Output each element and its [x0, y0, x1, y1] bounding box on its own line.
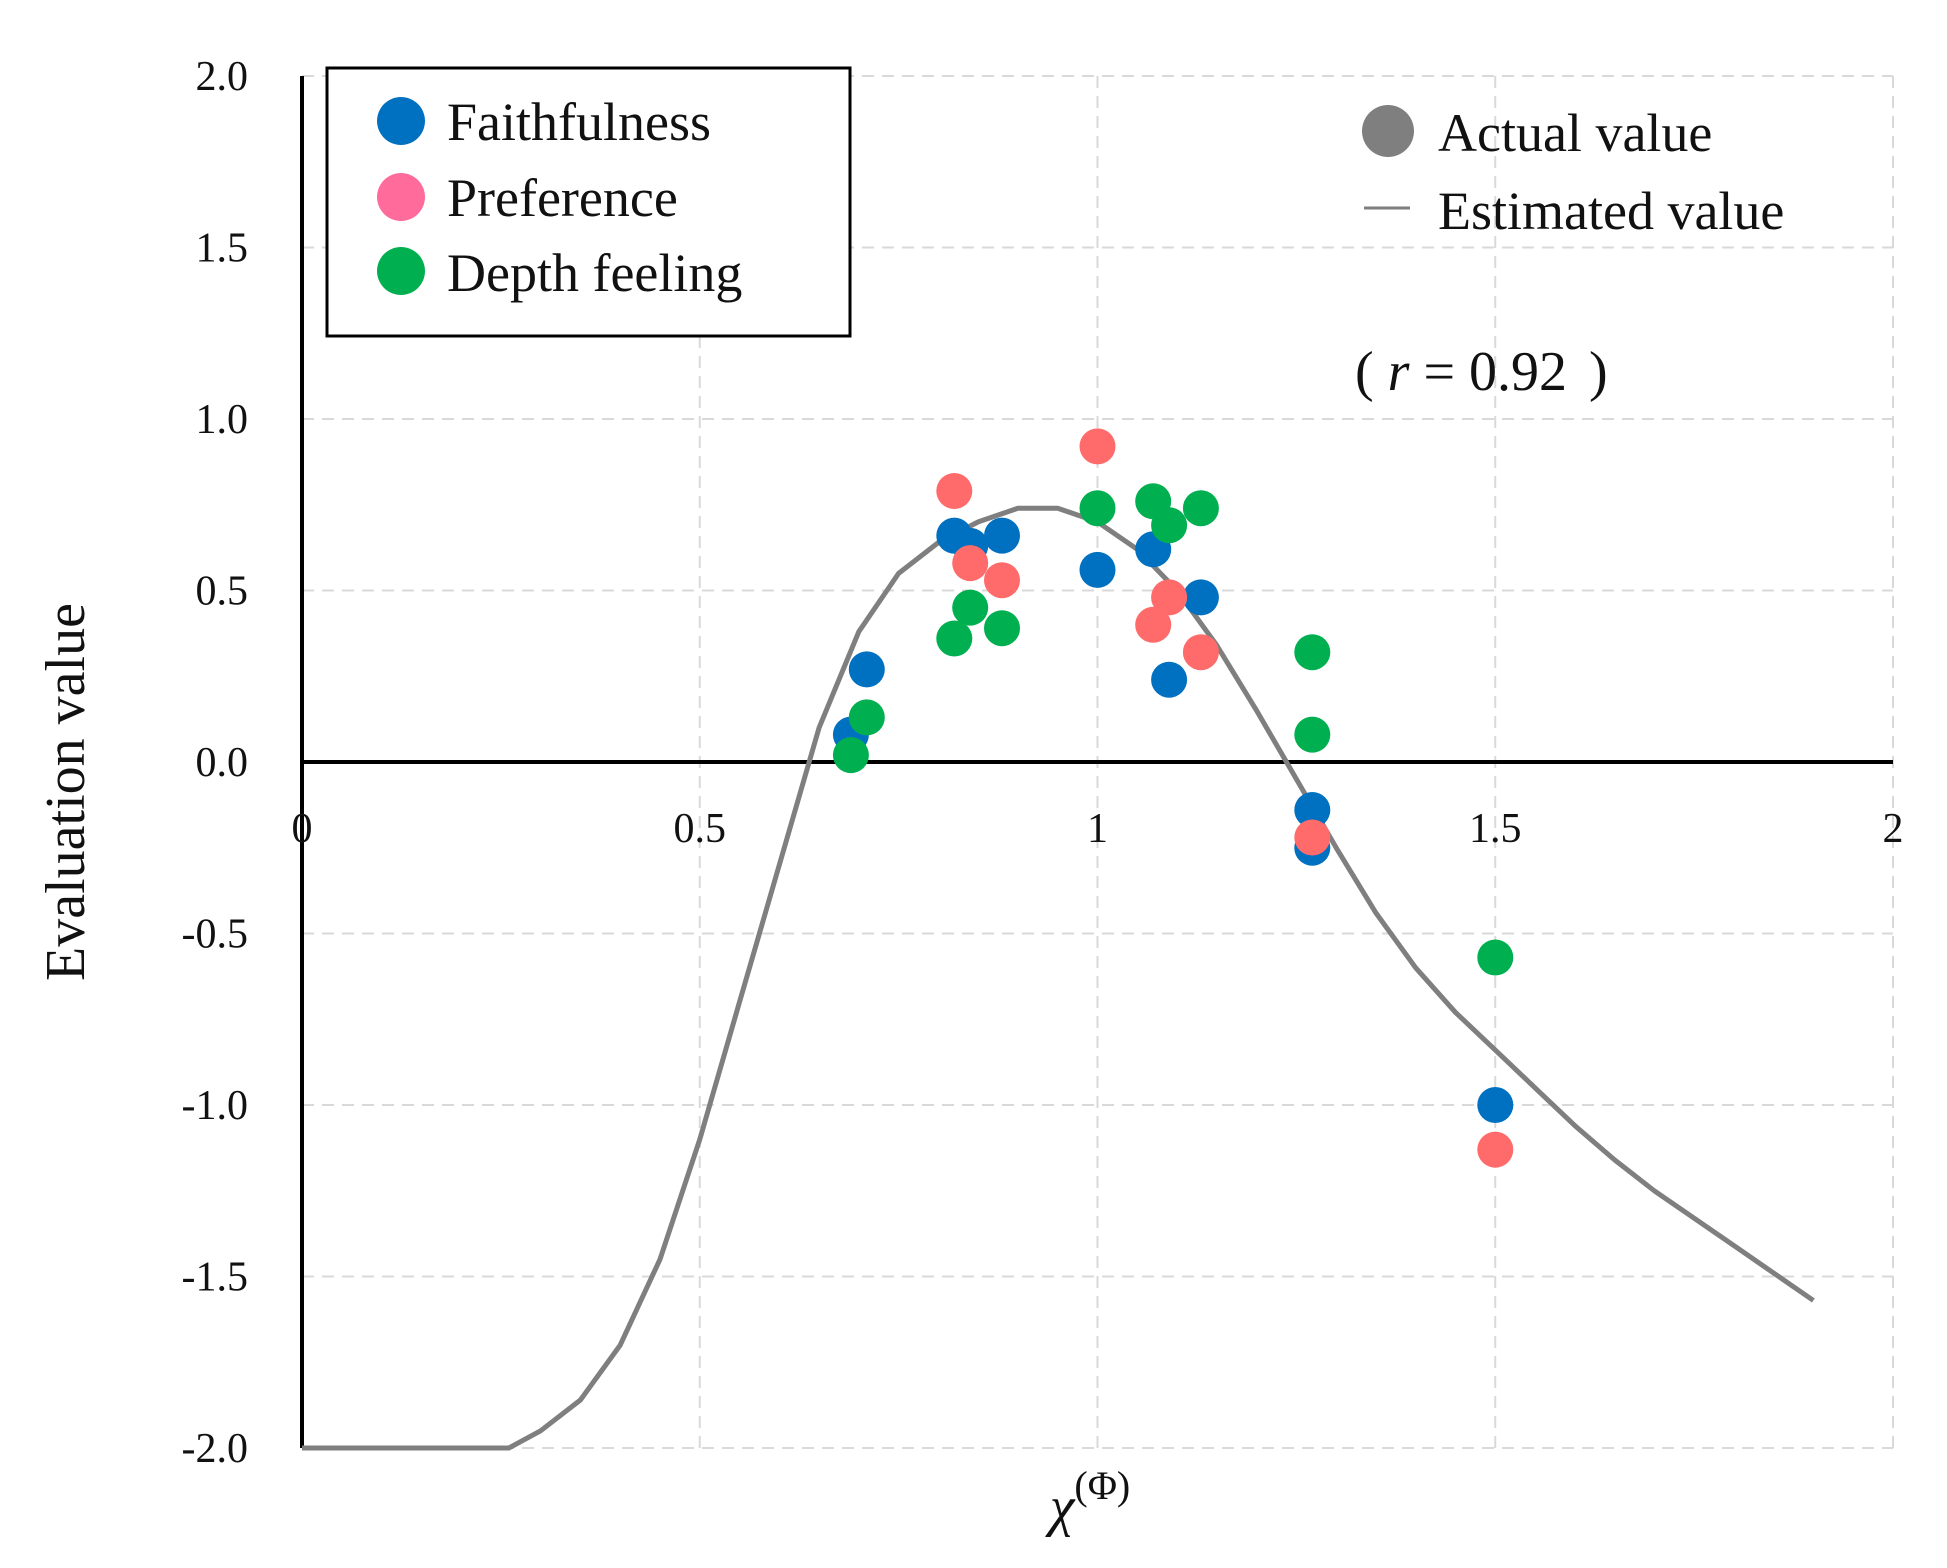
annotation-r-value: = 0.92 — [1409, 341, 1567, 403]
y-tick-label: 0.5 — [196, 569, 249, 615]
y-tick-label: 2.0 — [196, 54, 249, 100]
x-axis-title-main: χ — [1045, 1476, 1076, 1538]
annotation-close-paren: ) — [1589, 341, 1608, 403]
y-tick-label: 1.5 — [196, 226, 249, 272]
point-depth-feeling — [1294, 716, 1331, 753]
point-faithfulness — [848, 651, 885, 688]
x-tick-label: 0.5 — [674, 806, 727, 852]
point-depth-feeling — [1079, 490, 1116, 527]
y-tick-label: -1.0 — [182, 1083, 249, 1129]
y-axis-title: Evaluation value — [35, 603, 97, 981]
point-depth-feeling — [936, 620, 973, 657]
point-depth-feeling — [1477, 939, 1514, 976]
point-preference — [1151, 579, 1188, 616]
point-preference — [1294, 819, 1331, 856]
legend-marker-faithfulness — [377, 97, 425, 145]
annotation-r-symbol: r — [1388, 341, 1410, 403]
point-faithfulness — [1182, 579, 1219, 616]
point-depth-feeling — [1151, 507, 1188, 544]
x-tick-label: 1.5 — [1469, 806, 1522, 852]
y-tick-label: 0.0 — [196, 740, 249, 786]
point-preference — [1079, 428, 1116, 465]
point-preference — [1135, 606, 1172, 643]
legend-label-estimated: Estimated value — [1438, 181, 1784, 241]
x-tick-label: 1 — [1087, 806, 1108, 852]
point-preference — [1477, 1131, 1514, 1168]
y-tick-label: 1.0 — [196, 397, 249, 443]
y-tick-label: -2.0 — [182, 1426, 249, 1472]
legend-marker-preference — [377, 173, 425, 221]
legend-marker-depth-feeling — [377, 247, 425, 295]
legend-marker-actual — [1362, 105, 1414, 157]
correlation-annotation: (r = 0.92) — [1355, 341, 1608, 403]
point-preference — [952, 545, 989, 582]
point-faithfulness — [984, 517, 1020, 554]
point-depth-feeling — [832, 737, 869, 774]
point-faithfulness — [1294, 792, 1331, 828]
point-faithfulness — [1079, 551, 1116, 588]
x-axis-title-superscript: (Φ) — [1074, 1463, 1130, 1508]
legend: Faithfulness Preference Depth feeling — [325, 66, 852, 338]
tick-labels: 2.0 1.5 1.0 0.5 0.0 -0.5 -1.0 -1.5 -2.0 0 0.5 1 1.5 2 — [182, 54, 1904, 1472]
point-depth-feeling — [952, 589, 989, 626]
point-faithfulness — [1151, 661, 1188, 698]
legend-value-type: Actual value Estimated value — [1362, 103, 1784, 241]
point-faithfulness — [1477, 1087, 1514, 1123]
data-points — [832, 428, 1514, 1168]
point-depth-feeling — [984, 610, 1020, 647]
point-depth-feeling — [848, 699, 885, 736]
point-depth-feeling — [1294, 634, 1331, 671]
legend-label-preference: Preference — [447, 168, 678, 228]
legend-label-faithfulness: Faithfulness — [447, 92, 711, 152]
x-tick-label: 0 — [292, 806, 313, 852]
y-tick-label: -0.5 — [182, 912, 249, 958]
point-depth-feeling — [1182, 490, 1219, 527]
point-preference — [936, 473, 973, 509]
estimated-value-curve — [302, 505, 1815, 1451]
annotation-open-paren: ( — [1355, 341, 1374, 403]
point-preference — [984, 562, 1020, 599]
axes — [300, 76, 1893, 1448]
x-axis-title: χ(Φ) — [1045, 1463, 1131, 1538]
x-tick-label: 2 — [1883, 806, 1904, 852]
y-tick-label: -1.5 — [182, 1255, 249, 1301]
legend-label-actual: Actual value — [1438, 103, 1712, 163]
point-preference — [1182, 634, 1219, 671]
estimated-curve-layer — [302, 505, 1815, 1451]
legend-label-depth-feeling: Depth feeling — [447, 243, 742, 303]
